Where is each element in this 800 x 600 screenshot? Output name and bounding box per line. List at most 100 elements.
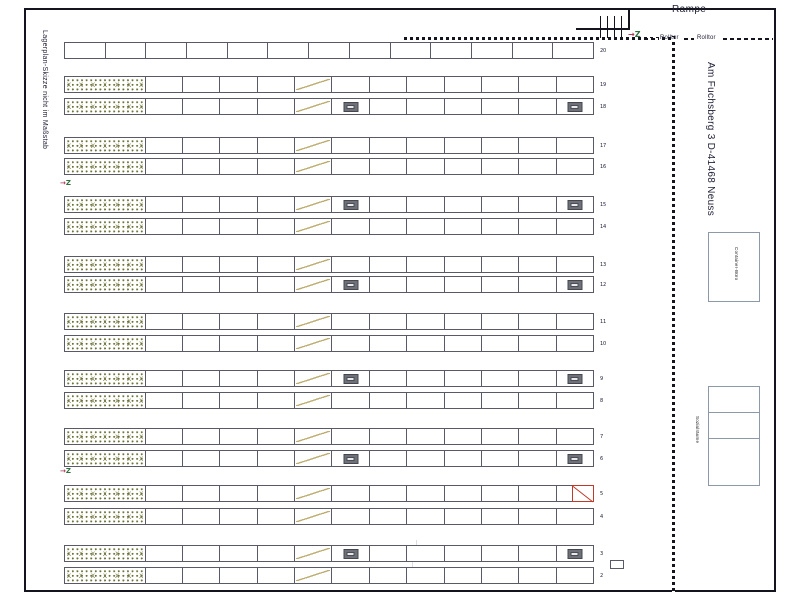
rack-4-cell-9[interactable] xyxy=(407,509,445,524)
rack-16-cell-4[interactable] xyxy=(220,159,258,174)
rack-20-cell-11[interactable] xyxy=(471,43,513,58)
rack-11-cell-2[interactable] xyxy=(145,314,183,329)
rack-9-cell-12[interactable] xyxy=(519,371,557,386)
rack-16-cell-10[interactable] xyxy=(444,159,482,174)
rack-8-cell-11[interactable] xyxy=(481,393,520,408)
rack-12-cell-4[interactable] xyxy=(220,277,258,292)
rack-6-cell-11[interactable] xyxy=(481,451,520,466)
rack-9-cell-7[interactable] xyxy=(332,371,370,386)
rack-9-cell-13[interactable] xyxy=(556,371,594,386)
rack-2-cell-5[interactable] xyxy=(257,568,296,583)
rack-16-cell-5[interactable] xyxy=(257,159,296,174)
rack-4-cell-8[interactable] xyxy=(369,509,408,524)
rack-3-cell-12[interactable] xyxy=(519,546,557,561)
rack-15-cell-7[interactable] xyxy=(332,197,370,212)
rack-13-cell-11[interactable] xyxy=(481,257,520,272)
rack-13-cell-10[interactable] xyxy=(444,257,482,272)
rack-18-cell-4[interactable] xyxy=(220,99,258,114)
rack-18-cell-7[interactable] xyxy=(332,99,370,114)
rack-14-cell-7[interactable] xyxy=(332,219,370,234)
rack-2-diagonal-cell[interactable] xyxy=(295,568,333,583)
rack-11-cell-5[interactable] xyxy=(257,314,296,329)
rack-10-cell-13[interactable] xyxy=(556,336,594,351)
rack-row-20[interactable] xyxy=(64,42,594,59)
rack-8-cell-3[interactable] xyxy=(182,393,221,408)
rack-11-cell-4[interactable] xyxy=(220,314,258,329)
rack-7-cell-8[interactable] xyxy=(369,429,408,444)
rack-15-cell-3[interactable] xyxy=(182,197,221,212)
rack-17-cell-10[interactable] xyxy=(444,138,482,153)
rack-15-cell-4[interactable] xyxy=(220,197,258,212)
rack-20-cell-3[interactable] xyxy=(146,43,188,58)
rack-5-cell-7[interactable] xyxy=(332,486,370,501)
rack-20-cell-9[interactable] xyxy=(390,43,432,58)
rack-4-diagonal-cell[interactable] xyxy=(295,509,333,524)
rack-9-cell-5[interactable] xyxy=(257,371,296,386)
rack-11-cell-11[interactable] xyxy=(481,314,520,329)
rack-15-diagonal-cell[interactable] xyxy=(295,197,333,212)
rack-20-cell-2[interactable] xyxy=(105,43,147,58)
rack-20-cell-8[interactable] xyxy=(349,43,391,58)
rack-11-cell-8[interactable] xyxy=(369,314,408,329)
rack-3-cell-10[interactable] xyxy=(444,546,482,561)
rack-6-cell-3[interactable] xyxy=(182,451,221,466)
rack-15-cell-5[interactable] xyxy=(257,197,296,212)
rack-19-cell-2[interactable] xyxy=(145,77,183,92)
rack-4-cell-13[interactable] xyxy=(556,509,594,524)
rack-12-cell-9[interactable] xyxy=(407,277,445,292)
rack-13-cell-12[interactable] xyxy=(519,257,557,272)
rack-7-cell-13[interactable] xyxy=(556,429,594,444)
rack-7-cell-9[interactable] xyxy=(407,429,445,444)
rack-19-cell-4[interactable] xyxy=(220,77,258,92)
rack-4-cell-4[interactable] xyxy=(220,509,258,524)
rack-6-cell-8[interactable] xyxy=(369,451,408,466)
rack-9-cell-9[interactable] xyxy=(407,371,445,386)
rack-9-cell-11[interactable] xyxy=(481,371,520,386)
rack-2-cell-3[interactable] xyxy=(182,568,221,583)
rack-6-cell-7[interactable] xyxy=(332,451,370,466)
rack-7-cell-11[interactable] xyxy=(481,429,520,444)
room-container-office[interactable]: Container-Büro xyxy=(708,232,760,302)
rack-5-cell-4[interactable] xyxy=(220,486,258,501)
rack-2-cell-7[interactable] xyxy=(332,568,370,583)
rack-7-cell-4[interactable] xyxy=(220,429,258,444)
rack-2-cell-9[interactable] xyxy=(407,568,445,583)
rack-8-cell-10[interactable] xyxy=(444,393,482,408)
rack-3-cell-4[interactable] xyxy=(220,546,258,561)
room-social-c[interactable] xyxy=(708,438,760,486)
rack-3-cell-13[interactable] xyxy=(556,546,594,561)
rack-20-cell-13[interactable] xyxy=(553,43,593,58)
rack-10-cell-10[interactable] xyxy=(444,336,482,351)
rack-4-cell-7[interactable] xyxy=(332,509,370,524)
rack-7-cell-7[interactable] xyxy=(332,429,370,444)
rack-6-cell-12[interactable] xyxy=(519,451,557,466)
rack-15-cell-11[interactable] xyxy=(481,197,520,212)
rack-10-diagonal-cell[interactable] xyxy=(295,336,333,351)
rack-17-cell-3[interactable] xyxy=(182,138,221,153)
rack-11-cell-3[interactable] xyxy=(182,314,221,329)
rack-11-cell-7[interactable] xyxy=(332,314,370,329)
rack-15-cell-8[interactable] xyxy=(369,197,408,212)
rack-8-cell-7[interactable] xyxy=(332,393,370,408)
rack-18-cell-5[interactable] xyxy=(257,99,296,114)
rack-19-cell-13[interactable] xyxy=(556,77,594,92)
rack-5-cell-3[interactable] xyxy=(182,486,221,501)
rack-12-cell-10[interactable] xyxy=(444,277,482,292)
rack-16-diagonal-cell[interactable] xyxy=(295,159,333,174)
